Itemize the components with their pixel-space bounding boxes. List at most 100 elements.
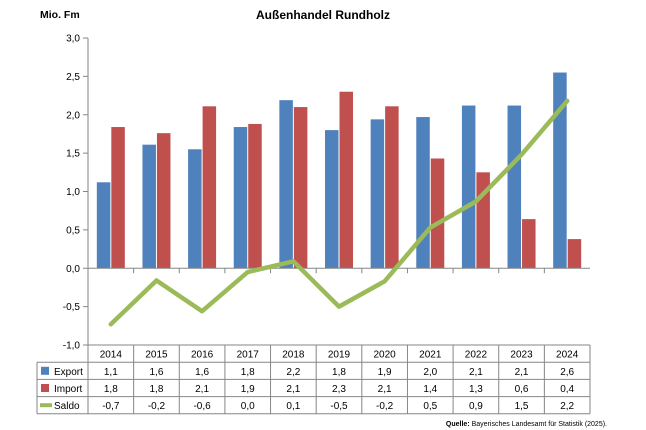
legend-label-saldo: Saldo bbox=[54, 401, 80, 412]
data-label-import: 2,3 bbox=[332, 384, 346, 395]
y-tick-label: 1,0 bbox=[66, 187, 80, 198]
bar-export-2024 bbox=[553, 72, 567, 269]
bar-export-2020 bbox=[370, 119, 385, 269]
bar-export-2018 bbox=[279, 100, 293, 269]
axes bbox=[87, 38, 590, 345]
y-tick-label: -0,5 bbox=[63, 302, 81, 313]
saldo-point-2024 bbox=[566, 100, 568, 102]
saldo-point-2017 bbox=[247, 271, 249, 273]
y-tick-label: 0,5 bbox=[66, 225, 80, 236]
bar-import-2021 bbox=[430, 158, 445, 269]
data-label-export: 1,8 bbox=[332, 367, 346, 378]
y-tick-label: 2,5 bbox=[66, 72, 80, 83]
data-label-export: 2,0 bbox=[423, 367, 437, 378]
data-label-saldo: -0,2 bbox=[376, 401, 394, 412]
data-label-saldo: 1,5 bbox=[515, 401, 529, 412]
data-label-saldo: 0,5 bbox=[423, 401, 437, 412]
bar-export-2019 bbox=[325, 130, 339, 269]
data-label-import: 1,4 bbox=[423, 384, 437, 395]
bar-import-2018 bbox=[293, 107, 308, 269]
bar-export-2017 bbox=[233, 127, 248, 269]
x-tick-label: 2020 bbox=[374, 350, 397, 361]
x-tick-label: 2019 bbox=[328, 350, 351, 361]
x-tick-label: 2016 bbox=[191, 350, 214, 361]
legend-label-export: Export bbox=[54, 367, 83, 378]
bar-import-2014 bbox=[111, 127, 125, 269]
data-label-import: 1,3 bbox=[469, 384, 483, 395]
x-tick-label: 2017 bbox=[237, 350, 260, 361]
saldo-point-2016 bbox=[201, 310, 203, 312]
data-label-export: 2,1 bbox=[515, 367, 529, 378]
data-label-import: 0,6 bbox=[515, 384, 529, 395]
saldo-point-2022 bbox=[475, 200, 477, 202]
data-label-export: 1,8 bbox=[241, 367, 255, 378]
legend-key-export bbox=[41, 366, 49, 375]
data-label-saldo: 0,1 bbox=[286, 401, 300, 412]
source-text: Bayerisches Landesamt für Statistik (202… bbox=[470, 421, 607, 428]
chart-title: Außenhandel Rundholz bbox=[256, 8, 390, 22]
data-label-saldo: 0,0 bbox=[241, 401, 255, 412]
data-label-export: 1,6 bbox=[195, 367, 209, 378]
data-label-saldo: -0,6 bbox=[193, 401, 211, 412]
saldo-point-2018 bbox=[292, 260, 294, 262]
data-label-import: 1,8 bbox=[150, 384, 164, 395]
bar-export-2016 bbox=[188, 149, 202, 269]
data-label-saldo: -0,7 bbox=[102, 401, 120, 412]
x-tick-label: 2015 bbox=[145, 350, 168, 361]
saldo-point-2015 bbox=[155, 280, 157, 282]
x-tick-label: 2024 bbox=[556, 350, 579, 361]
x-tick-label: 2023 bbox=[510, 350, 533, 361]
y-tick-label: 2,0 bbox=[66, 110, 80, 121]
saldo-point-2014 bbox=[110, 323, 112, 325]
bar-export-2022 bbox=[461, 105, 476, 269]
data-label-import: 1,9 bbox=[241, 384, 255, 395]
x-tick-label: 2018 bbox=[282, 350, 305, 361]
data-table: 2014 2015 2016 2017 2018 2019 2020 2021 2022 2023… bbox=[36, 344, 591, 415]
bar-import-2016 bbox=[202, 106, 217, 269]
data-label-export: 2,1 bbox=[469, 367, 483, 378]
x-tick-label: 2014 bbox=[100, 350, 123, 361]
data-label-export: 2,6 bbox=[560, 367, 574, 378]
y-tick-label: 0,0 bbox=[66, 264, 80, 275]
data-label-saldo: 0,9 bbox=[469, 401, 483, 412]
source-note: Quelle: Bayerisches Landesamt für Statis… bbox=[446, 421, 607, 428]
bar-import-2024 bbox=[567, 239, 582, 269]
data-label-export: 1,1 bbox=[104, 367, 118, 378]
y-axis-unit: Mio. Fm bbox=[40, 9, 80, 21]
y-tick-label: 1,5 bbox=[66, 149, 80, 160]
bar-import-2015 bbox=[156, 133, 171, 269]
data-label-import: 0,4 bbox=[560, 384, 574, 395]
data-label-saldo: 2,2 bbox=[560, 401, 574, 412]
data-label-saldo: -0,5 bbox=[330, 401, 348, 412]
x-tick-label: 2021 bbox=[419, 350, 442, 361]
source-label: Quelle: bbox=[446, 421, 470, 428]
data-label-saldo: -0,2 bbox=[148, 401, 166, 412]
y-tick-label: 3,0 bbox=[66, 34, 80, 45]
bar-import-2020 bbox=[385, 106, 399, 269]
bar-export-2021 bbox=[416, 117, 430, 269]
saldo-point-2023 bbox=[521, 154, 523, 156]
bar-import-2019 bbox=[339, 91, 353, 269]
bar-export-2015 bbox=[142, 144, 156, 269]
data-label-import: 2,1 bbox=[378, 384, 392, 395]
data-label-import: 2,1 bbox=[195, 384, 209, 395]
bar-export-2014 bbox=[96, 182, 111, 269]
data-label-export: 1,9 bbox=[378, 367, 392, 378]
legend-label-import: Import bbox=[54, 384, 83, 395]
data-label-import: 1,8 bbox=[104, 384, 118, 395]
y-axis-ticks: -1,0 -0,5 0,0 0,5 1,0 1,5 2,0 2,5 3,0 bbox=[63, 34, 88, 352]
bar-import-2017 bbox=[248, 123, 262, 269]
legend-key-import bbox=[41, 384, 49, 392]
saldo-point-2021 bbox=[429, 227, 431, 229]
saldo-point-2020 bbox=[384, 280, 386, 282]
saldo-line bbox=[108, 98, 570, 327]
data-label-import: 2,1 bbox=[286, 384, 300, 395]
bar-import-2023 bbox=[522, 219, 536, 269]
x-tick-label: 2022 bbox=[465, 350, 488, 361]
saldo-line-layer bbox=[108, 98, 570, 327]
bar-export-2023 bbox=[507, 105, 522, 269]
data-label-export: 2,2 bbox=[286, 367, 300, 378]
data-label-export: 1,6 bbox=[150, 367, 164, 378]
y-tick-label: -1,0 bbox=[63, 341, 81, 352]
